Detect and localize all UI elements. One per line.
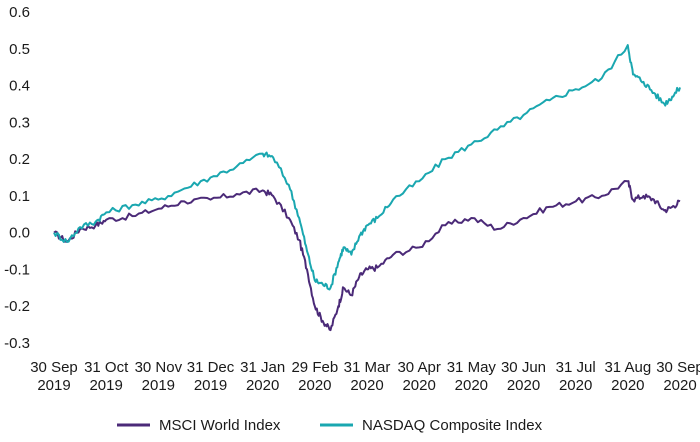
x-tick-label: 31 Jan bbox=[240, 359, 285, 376]
y-tick-label: -0.3 bbox=[4, 335, 30, 352]
x-tick-label: 30 Nov bbox=[135, 359, 183, 376]
x-tick-label-year: 2019 bbox=[194, 377, 227, 394]
x-tick-label-year: 2020 bbox=[298, 377, 331, 394]
x-tick-label: 30 Apr bbox=[397, 359, 440, 376]
series-line-nasdaq-composite bbox=[53, 44, 681, 291]
legend-label: NASDAQ Composite Index bbox=[362, 417, 543, 434]
x-tick-label: 31 Jul bbox=[556, 359, 596, 376]
y-tick-label: 0.3 bbox=[9, 114, 30, 131]
y-tick-label: 0.4 bbox=[9, 78, 30, 95]
x-tick-label-year: 2020 bbox=[246, 377, 279, 394]
x-tick-label: 31 Oct bbox=[84, 359, 129, 376]
series-line-msci-world bbox=[53, 180, 681, 332]
x-tick-label: 31 Aug bbox=[604, 359, 651, 376]
x-tick-label: 30 Sep bbox=[656, 359, 700, 376]
x-tick-label: 30 Jun bbox=[501, 359, 546, 376]
x-tick-label-year: 2020 bbox=[455, 377, 488, 394]
x-tick-label: 29 Feb bbox=[291, 359, 338, 376]
y-tick-label: -0.1 bbox=[4, 261, 30, 278]
x-tick-label: 31 Mar bbox=[344, 359, 391, 376]
y-tick-label: -0.2 bbox=[4, 298, 30, 315]
y-tick-label: 0.6 bbox=[9, 4, 30, 21]
axis-group: 0.60.50.40.30.20.10.0-0.1-0.2-0.330 Sep2… bbox=[4, 4, 700, 394]
x-tick-label-year: 2020 bbox=[559, 377, 592, 394]
x-tick-label-year: 2020 bbox=[611, 377, 644, 394]
x-tick-label-year: 2020 bbox=[663, 377, 696, 394]
y-tick-label: 0.1 bbox=[9, 188, 30, 205]
x-tick-label-year: 2019 bbox=[89, 377, 122, 394]
x-tick-label-year: 2019 bbox=[142, 377, 175, 394]
x-tick-label-year: 2020 bbox=[402, 377, 435, 394]
legend-label: MSCI World Index bbox=[159, 417, 281, 434]
y-tick-label: 0.2 bbox=[9, 151, 30, 168]
series-group bbox=[53, 44, 681, 332]
x-tick-label: 31 Dec bbox=[187, 359, 235, 376]
x-tick-label-year: 2020 bbox=[507, 377, 540, 394]
x-tick-label: 31 May bbox=[447, 359, 497, 376]
legend: MSCI World Index NASDAQ Composite Index bbox=[117, 417, 543, 434]
x-tick-label-year: 2020 bbox=[350, 377, 383, 394]
y-tick-label: 0.0 bbox=[9, 225, 30, 242]
y-tick-label: 0.5 bbox=[9, 41, 30, 58]
x-tick-label-year: 2019 bbox=[37, 377, 70, 394]
x-tick-label: 30 Sep bbox=[30, 359, 78, 376]
